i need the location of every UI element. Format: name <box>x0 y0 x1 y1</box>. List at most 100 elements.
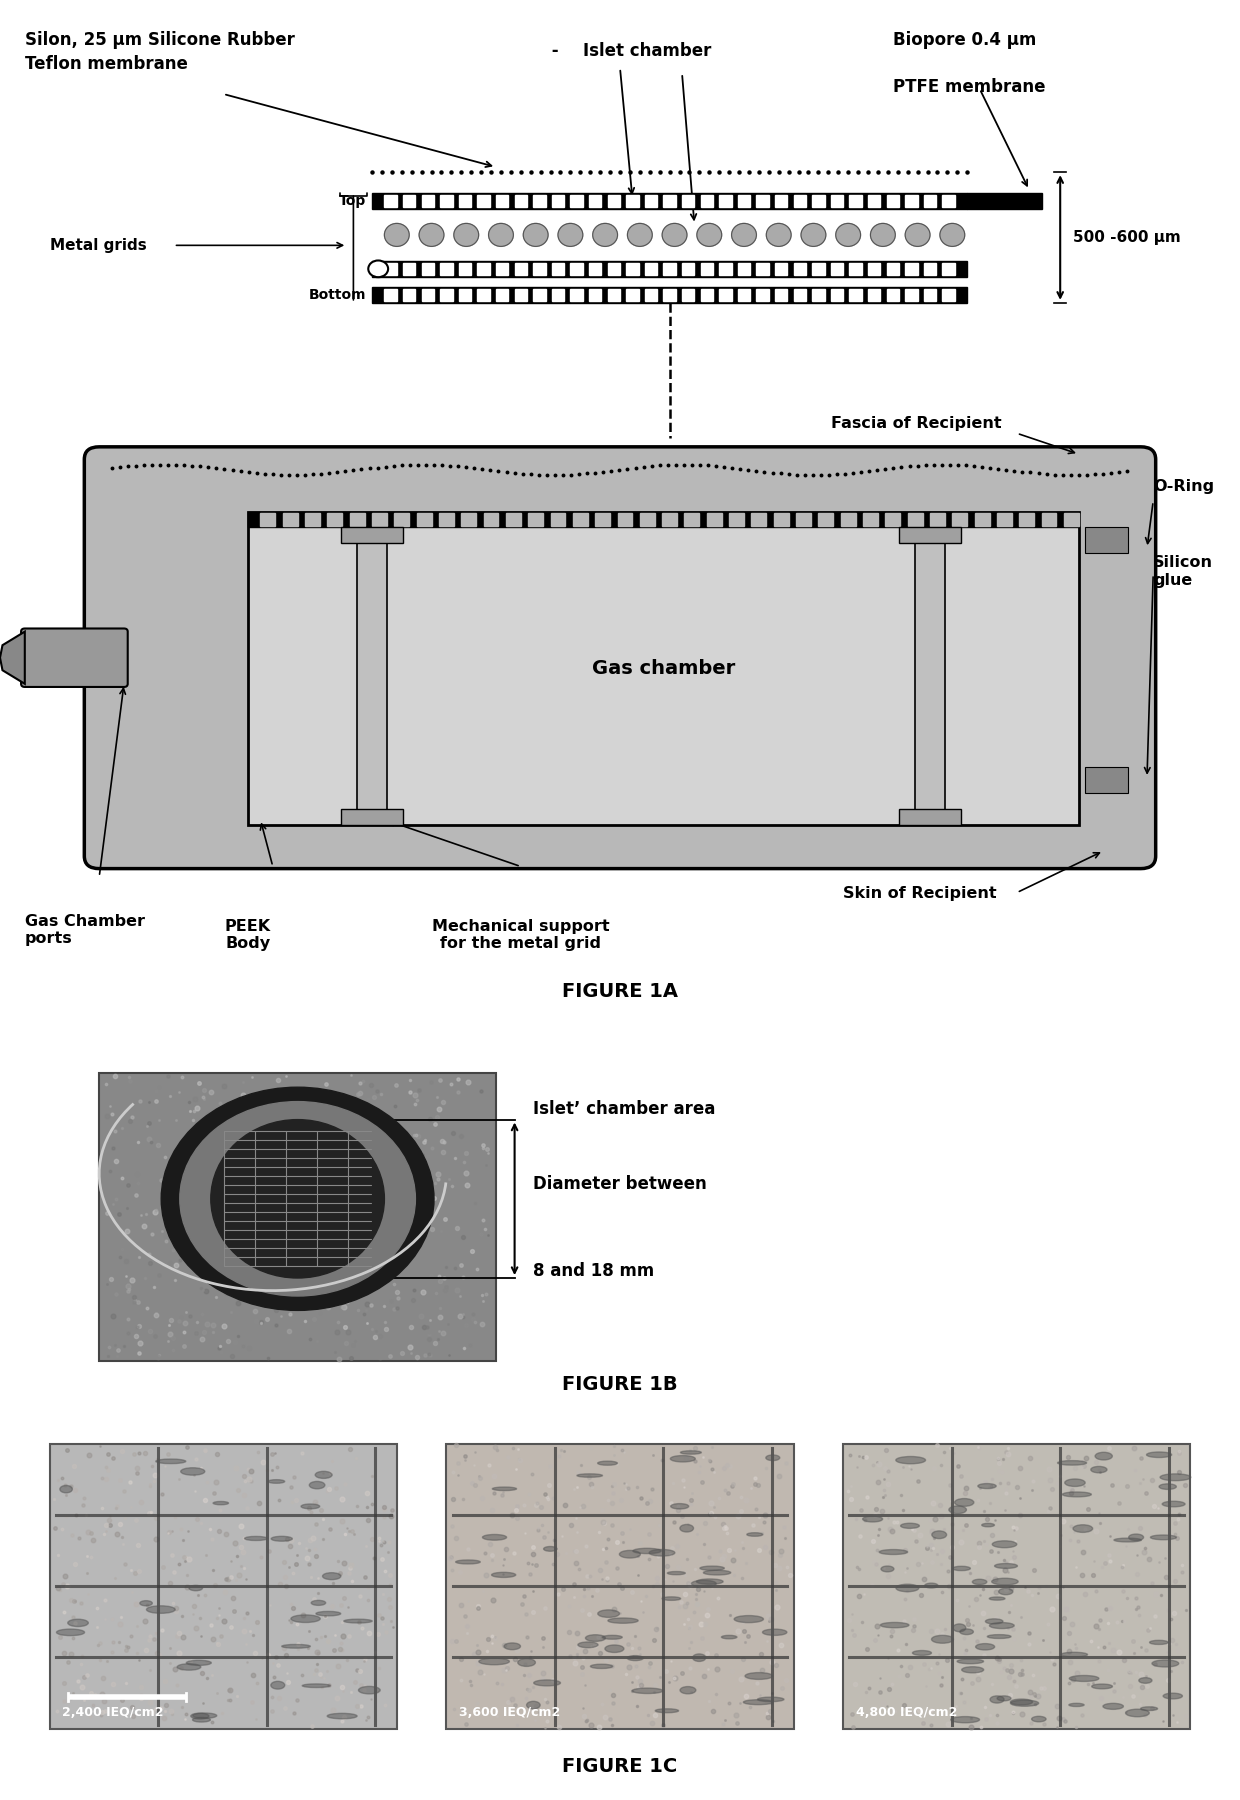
Bar <box>887 290 899 301</box>
Text: 4,800 IEQ/cm2: 4,800 IEQ/cm2 <box>856 1706 957 1719</box>
Ellipse shape <box>957 1660 983 1663</box>
Bar <box>1085 767 1128 794</box>
Bar <box>794 194 806 207</box>
Ellipse shape <box>972 1579 987 1584</box>
Bar <box>608 263 620 275</box>
Ellipse shape <box>703 1570 730 1575</box>
Bar <box>626 290 639 301</box>
Ellipse shape <box>722 1636 737 1638</box>
Bar <box>528 513 543 526</box>
Bar <box>719 194 732 207</box>
Ellipse shape <box>1065 1480 1085 1487</box>
Ellipse shape <box>880 1566 894 1571</box>
Bar <box>248 511 1079 527</box>
Ellipse shape <box>1058 1460 1086 1465</box>
Bar <box>868 263 880 275</box>
Ellipse shape <box>693 1654 706 1661</box>
Bar <box>439 513 454 526</box>
Ellipse shape <box>951 1717 980 1723</box>
Ellipse shape <box>895 1456 925 1463</box>
Bar <box>899 527 961 544</box>
Ellipse shape <box>900 1523 919 1528</box>
Bar <box>663 290 676 301</box>
Ellipse shape <box>990 1622 1014 1629</box>
Ellipse shape <box>492 1487 517 1490</box>
Bar <box>684 513 699 526</box>
Bar <box>372 193 967 209</box>
Ellipse shape <box>931 1530 946 1539</box>
Ellipse shape <box>156 1460 186 1463</box>
Bar <box>422 263 434 275</box>
Ellipse shape <box>311 1600 326 1606</box>
Bar <box>849 263 862 275</box>
Ellipse shape <box>1063 1492 1091 1498</box>
Bar <box>341 810 403 824</box>
Ellipse shape <box>598 1609 620 1618</box>
Bar <box>930 513 945 526</box>
Ellipse shape <box>997 1696 1011 1701</box>
Bar <box>849 194 862 207</box>
Bar <box>701 263 713 275</box>
Ellipse shape <box>1138 1678 1152 1683</box>
Text: Islet’ chamber area: Islet’ chamber area <box>533 1100 715 1118</box>
Bar <box>595 513 610 526</box>
Bar <box>350 513 365 526</box>
Bar <box>915 527 945 824</box>
Ellipse shape <box>680 1687 696 1694</box>
Bar <box>887 263 899 275</box>
Bar <box>484 513 498 526</box>
Ellipse shape <box>186 1660 211 1665</box>
Bar <box>384 290 397 301</box>
Bar <box>905 194 918 207</box>
Ellipse shape <box>482 1534 507 1541</box>
Bar <box>496 263 508 275</box>
Ellipse shape <box>978 1483 996 1489</box>
Ellipse shape <box>662 223 687 247</box>
Bar <box>868 194 880 207</box>
FancyBboxPatch shape <box>21 628 128 688</box>
Ellipse shape <box>758 1697 784 1701</box>
Bar <box>477 290 490 301</box>
Bar <box>50 1444 397 1728</box>
Ellipse shape <box>746 1534 763 1535</box>
Bar <box>812 263 825 275</box>
Ellipse shape <box>188 1586 202 1591</box>
Ellipse shape <box>177 1663 201 1670</box>
Ellipse shape <box>489 223 513 247</box>
Ellipse shape <box>1159 1483 1177 1489</box>
Text: Metal grids: Metal grids <box>50 238 146 252</box>
Ellipse shape <box>272 1537 293 1541</box>
Ellipse shape <box>1032 1717 1047 1723</box>
Ellipse shape <box>931 1636 954 1643</box>
Ellipse shape <box>322 1573 341 1580</box>
Ellipse shape <box>1141 1706 1158 1710</box>
Ellipse shape <box>692 1580 717 1588</box>
Ellipse shape <box>343 1620 372 1624</box>
Text: Biopore 0.4 μm: Biopore 0.4 μm <box>893 31 1037 49</box>
Bar <box>751 513 766 526</box>
Bar <box>403 263 415 275</box>
Bar <box>372 513 387 526</box>
Ellipse shape <box>734 1616 764 1622</box>
Text: Gas chamber: Gas chamber <box>591 659 735 677</box>
Bar <box>496 194 508 207</box>
Ellipse shape <box>955 1499 973 1507</box>
Bar <box>887 194 899 207</box>
Bar <box>899 810 961 824</box>
Bar <box>608 290 620 301</box>
FancyBboxPatch shape <box>84 446 1156 869</box>
Ellipse shape <box>270 1681 285 1688</box>
Bar <box>905 263 918 275</box>
Bar <box>626 194 639 207</box>
Ellipse shape <box>543 1546 557 1552</box>
Bar <box>942 194 955 207</box>
Bar <box>459 263 471 275</box>
Bar <box>422 194 434 207</box>
Text: Skin of Recipient: Skin of Recipient <box>843 886 997 900</box>
Bar <box>738 194 750 207</box>
Ellipse shape <box>585 1634 605 1642</box>
Ellipse shape <box>57 1629 84 1636</box>
Ellipse shape <box>605 1645 624 1652</box>
Ellipse shape <box>140 1600 153 1606</box>
Bar <box>774 513 789 526</box>
